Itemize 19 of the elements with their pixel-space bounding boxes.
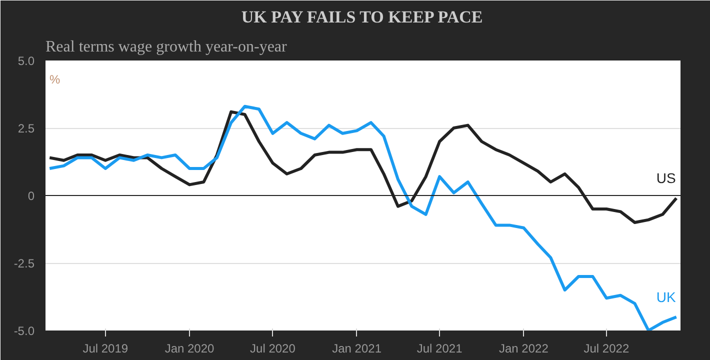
y-tick-label: -2.5 [14,256,35,270]
y-tick-label: -5.0 [14,324,35,338]
x-tick-label: Jul 2021 [416,342,463,356]
x-tick-label: Jan 2020 [164,342,215,356]
y-axis-title: % [50,72,60,86]
x-tick-label: Jan 2022 [499,342,549,356]
chart-title: UK PAY FAILS TO KEEP PACE [241,8,483,26]
line-series [48,104,678,330]
y-tick-label: 2.5 [18,122,35,136]
y-tick-label: 0 [28,189,35,203]
chart-subtitle: Real terms wage growth year-on-year [46,38,288,56]
line-series [48,110,678,224]
series-label: US [656,170,676,186]
y-tick-label: 5.0 [18,54,35,68]
x-tick-label: Jan 2021 [332,342,382,356]
x-tick-label: Jul 2022 [584,342,630,356]
x-tick-label: Jul 2019 [82,342,128,356]
series-label: UK [656,289,676,305]
x-tick-label: Jul 2020 [250,342,296,356]
